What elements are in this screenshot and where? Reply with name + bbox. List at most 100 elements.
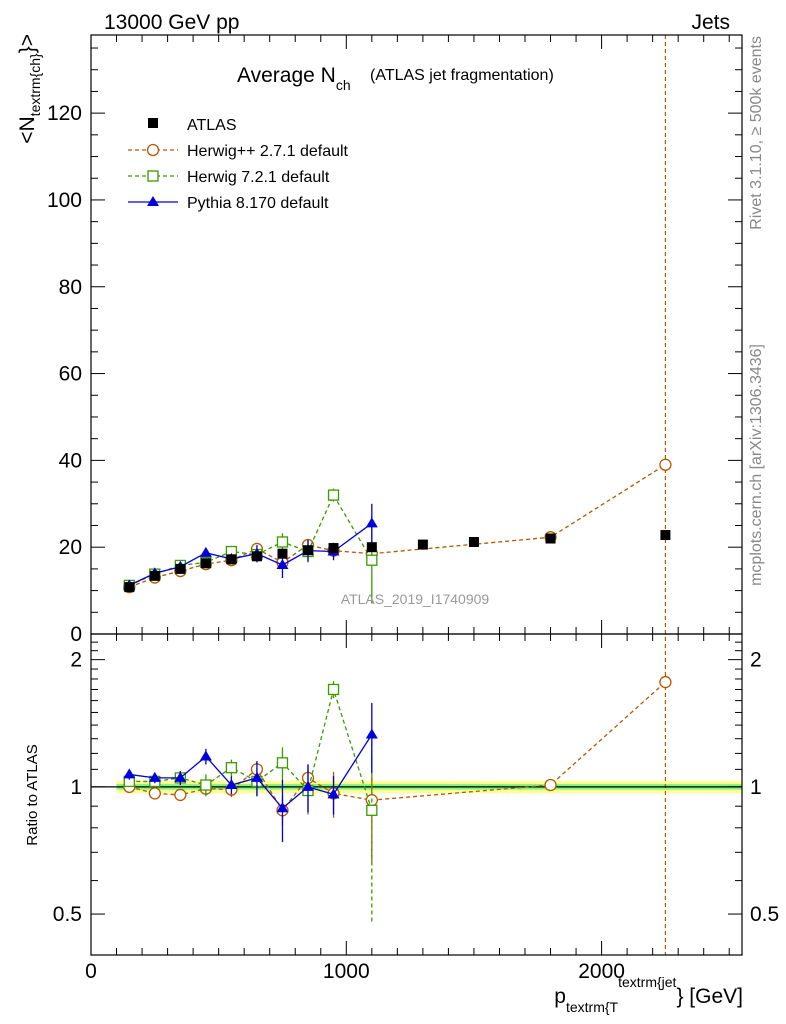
- ratio-tick-label-right: 2: [750, 649, 762, 672]
- atlas-point: [226, 554, 237, 565]
- y-tick-label: 80: [59, 276, 82, 299]
- atlas-point: [545, 533, 556, 544]
- x-tick-label: 2000: [578, 960, 625, 983]
- atlas-point: [200, 558, 211, 569]
- legend-marker-pythia: [147, 196, 159, 206]
- x-tick-label: 0: [85, 960, 97, 983]
- ratio-series: [123, 675, 672, 922]
- pythia-point: [148, 771, 161, 782]
- herwigpp-point: [544, 778, 557, 792]
- atlas-point: [468, 536, 479, 547]
- y-tick-label: 20: [59, 536, 82, 559]
- y-tick-label: 120: [47, 102, 82, 125]
- pythia-point: [199, 546, 212, 557]
- x-axis-label-sup: textrm{jet: [618, 974, 676, 990]
- chart-title: Average Nch: [237, 64, 351, 93]
- legend-label-herwigpp: Herwig++ 2.7.1 default: [187, 143, 349, 160]
- x-axis-label: ptextrm{T textrm{jet} [GeV]: [554, 974, 743, 1015]
- ratio-tick-label-right: 0.5: [750, 903, 779, 926]
- herwigpp-point: [174, 788, 187, 802]
- legend-marker-herwig7: [147, 170, 159, 182]
- axis-tick-labels: 0 1000 2000 0 20 40 60 80 100 120 0.5 0.5 1 1 2 2: [47, 102, 779, 983]
- herwigpp-point: [148, 787, 161, 800]
- y-axis-label-post: }>: [16, 34, 39, 53]
- herwigpp-ratio-line: [129, 681, 666, 812]
- x-tick-label: 1000: [323, 960, 370, 983]
- legend-marker-atlas: [148, 118, 158, 128]
- atlas-point: [328, 543, 339, 554]
- analysis-watermark: ATLAS_2019_I1740909: [341, 591, 490, 607]
- chart-title-sub: ch: [336, 77, 351, 93]
- chart-title-main: Average N: [237, 64, 336, 87]
- y-tick-label: 0: [70, 623, 82, 646]
- legend: ATLAS Herwig++ 2.7.1 default Herwig 7.2.…: [128, 117, 349, 212]
- atlas-point: [124, 582, 135, 593]
- legend-entry-herwigpp: Herwig++ 2.7.1 default: [128, 143, 349, 160]
- ratio-tick-label: 1: [70, 776, 82, 799]
- pythia-point: [123, 768, 136, 779]
- legend-label-atlas: ATLAS: [187, 117, 237, 134]
- axis-ticks: [90, 35, 742, 955]
- atlas-point: [660, 530, 671, 541]
- pythia-point: [276, 558, 289, 569]
- herwig7-point: [366, 554, 378, 566]
- atlas-point: [175, 563, 186, 574]
- y-axis-label-sub: textrm{ch}: [27, 53, 43, 116]
- herwig7-point: [366, 804, 378, 816]
- pythia-point: [302, 780, 314, 791]
- herwigpp-point: [659, 675, 672, 689]
- legend-entry-pythia: Pythia 8.170 default: [128, 195, 329, 212]
- herwig7-point: [327, 489, 340, 501]
- legend-label-herwig7: Herwig 7.2.1 default: [187, 169, 330, 186]
- mcplots-label: mcplots.cern.ch [arXiv:1306.3436]: [748, 344, 765, 586]
- atlas-point: [366, 542, 377, 553]
- pythia-point: [365, 517, 378, 528]
- main-series: [123, 458, 672, 604]
- x-axis-label-close: }: [676, 985, 683, 1008]
- ratio-tick-label: 0.5: [53, 903, 82, 926]
- y-tick-label: 100: [47, 189, 82, 212]
- header-left: 13000 GeV pp: [104, 11, 239, 34]
- pythia-ratio-line: [129, 734, 373, 810]
- ratio-frame: [90, 633, 743, 956]
- herwigpp-point: [659, 458, 672, 471]
- pythia-point: [276, 802, 289, 813]
- x-axis-label-unit: [GeV]: [683, 985, 743, 1008]
- atlas-point: [303, 545, 313, 556]
- pythia-point: [225, 779, 238, 790]
- ratio-tick-label-right: 1: [750, 776, 762, 799]
- legend-entry-herwig7: Herwig 7.2.1 default: [128, 169, 330, 186]
- pythia-point: [250, 771, 263, 782]
- atlas-point: [417, 539, 428, 550]
- pythia-point: [199, 750, 212, 761]
- header-right: Jets: [691, 11, 730, 34]
- chart-title-extra: (ATLAS jet fragmentation): [370, 67, 554, 84]
- herwig7-point: [276, 757, 289, 769]
- pythia-line: [129, 522, 373, 586]
- herwig7-ratio-line: [129, 687, 373, 811]
- y-tick-label: 60: [59, 363, 82, 386]
- rivet-label: Rivet 3.1.10, ≥ 500k events: [748, 36, 765, 230]
- ratio-y-axis-label: Ratio to ATLAS: [24, 744, 41, 845]
- x-axis-label-sub: textrm{T: [566, 999, 619, 1015]
- herwig7-point: [200, 779, 212, 791]
- x-axis-label-p: p: [554, 985, 566, 1008]
- pythia-point: [174, 771, 187, 782]
- pythia-point: [365, 728, 378, 739]
- ratio-tick-label: 2: [70, 649, 82, 672]
- legend-label-pythia: Pythia 8.170 default: [187, 195, 329, 212]
- legend-entry-atlas: ATLAS: [148, 117, 237, 134]
- y-axis-label-pre: <N: [16, 116, 39, 143]
- herwig7-point: [276, 536, 289, 548]
- atlas-point: [149, 570, 160, 581]
- herwig7-point: [225, 762, 238, 774]
- y-tick-label: 40: [59, 449, 82, 472]
- atlas-point: [251, 551, 262, 562]
- pythia-point: [327, 788, 340, 799]
- herwig7-line: [129, 493, 373, 586]
- y-axis-label: <Ntextrm{ch}}>: [16, 34, 43, 144]
- atlas-point: [277, 548, 288, 559]
- herwig7-point: [327, 683, 340, 696]
- legend-marker-herwigpp: [146, 143, 160, 157]
